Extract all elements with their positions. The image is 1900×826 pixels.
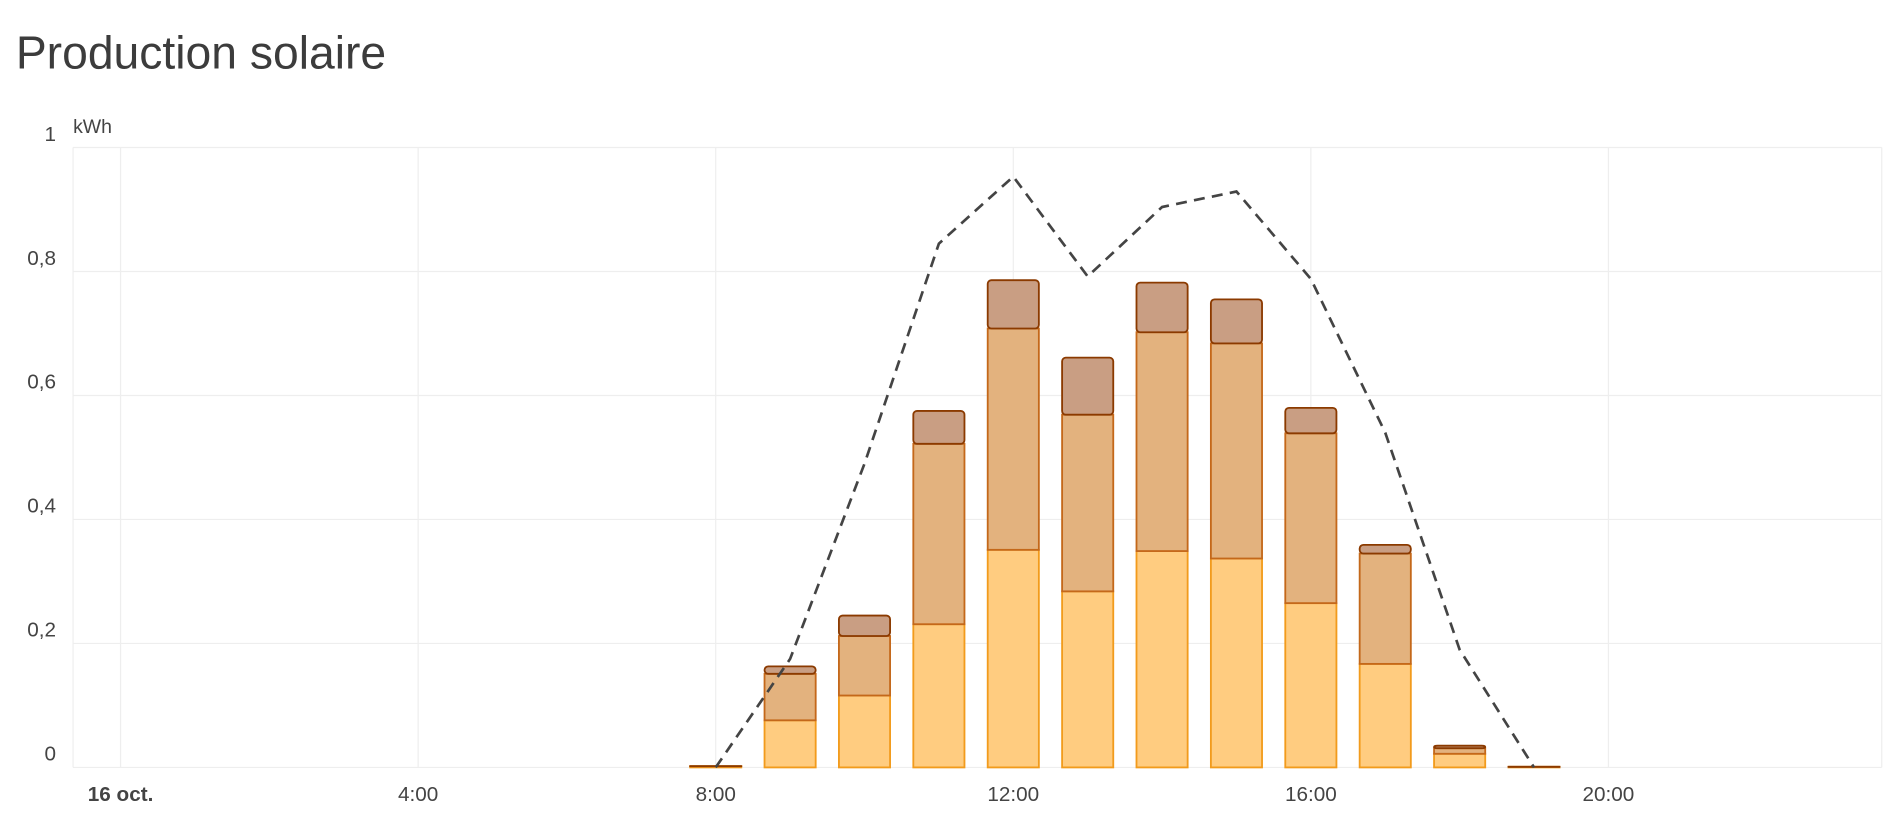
bar-segment (1433, 744, 1487, 750)
bar-segment (912, 623, 966, 769)
chart-title: Production solaire (16, 26, 386, 78)
bar-segment (838, 635, 891, 697)
x-tick-label: 16:00 (1285, 783, 1337, 806)
x-tick-label: 8:00 (696, 783, 736, 806)
bar-segment (986, 279, 1040, 330)
bar-segment (1284, 602, 1338, 769)
bar-segment (763, 665, 817, 675)
bar-segment (838, 614, 891, 637)
bar-segment (1135, 281, 1189, 334)
bar-segment (838, 694, 891, 769)
y-tick-label: 0,8 (27, 247, 56, 270)
bar-segment (1433, 752, 1487, 769)
bar-segment (912, 442, 966, 626)
bar-segment (1061, 413, 1115, 593)
y-tick-label: 0,6 (27, 371, 56, 394)
y-tick-label: 1 (45, 123, 57, 146)
x-tick-label: 20:00 (1583, 783, 1635, 806)
y-tick-label: 0,4 (27, 495, 56, 518)
bar-segment (1135, 550, 1189, 769)
bar-segment (763, 719, 817, 769)
forecast-line (714, 174, 1536, 769)
x-tick-label: 4:00 (398, 783, 438, 806)
bar-segment (1358, 543, 1412, 555)
y-unit: kWh (73, 116, 112, 138)
bar-segment (1061, 356, 1115, 416)
bar-segment (912, 410, 966, 445)
y-tick-label: 0 (45, 743, 57, 766)
bar-segment (986, 327, 1040, 551)
bar-segment (1209, 342, 1263, 560)
bar-segment (1209, 557, 1263, 769)
bar-segment (1284, 406, 1338, 435)
bar-segment (1209, 298, 1263, 345)
bar-segment (1358, 662, 1412, 769)
y-tick-label: 0,2 (27, 619, 56, 642)
bar-segment (1284, 432, 1338, 605)
bar-segment (986, 548, 1040, 769)
bar-segment (1061, 590, 1115, 769)
x-tick-label: 16 oct. (88, 783, 154, 806)
bar-segment (1135, 331, 1189, 552)
bar-segment (763, 672, 817, 722)
x-tick-label: 12:00 (987, 783, 1039, 806)
bar-segment (1358, 552, 1412, 665)
